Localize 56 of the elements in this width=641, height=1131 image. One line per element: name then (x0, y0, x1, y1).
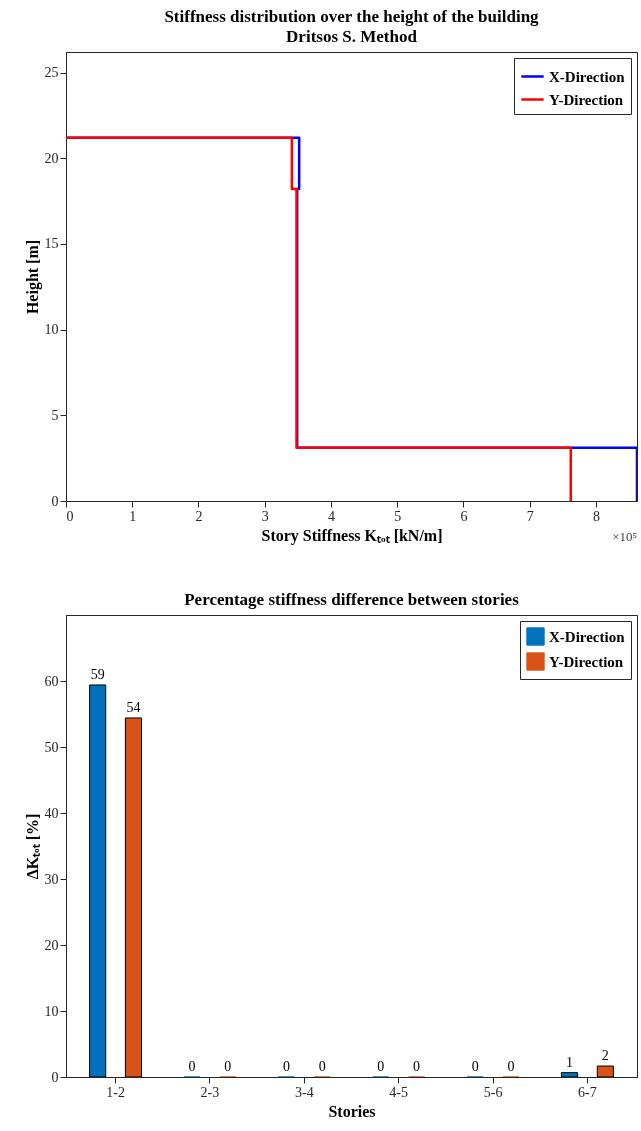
x-tick-label: 4 (327, 508, 335, 524)
y-tick-label: 10 (44, 1003, 59, 1019)
x-tick-label: 3 (261, 508, 269, 524)
y-axis-title: Height [m] (23, 239, 42, 315)
data-label: 0 (507, 1059, 515, 1074)
text: ×10⁵ (612, 529, 637, 544)
y-axis-title: ΔKₜₒₜ [%] (23, 813, 41, 880)
x-axis-title: Story Stiffness Kₜₒₜ [kN/m] (261, 526, 443, 545)
y-tick-label: 50 (44, 739, 59, 755)
y-tick-label: 5 (51, 407, 59, 423)
legend-label: X-Direction (549, 628, 626, 645)
x-tick-label: 0 (66, 508, 74, 524)
x-tick-label: 5 (394, 508, 402, 524)
x-tick-label: 1-2 (106, 1084, 125, 1100)
x-tick-label: 2 (195, 508, 203, 524)
x-tick-label: 5-6 (483, 1084, 503, 1100)
y-tick-label: 30 (44, 871, 59, 887)
bar (89, 684, 107, 1077)
legend-label: Y-Direction (549, 653, 624, 670)
x-axis-title: Stories (328, 1102, 376, 1120)
x-tick-label: 6 (460, 508, 468, 524)
x-tick-label: 8 (592, 508, 600, 524)
y-tick-label: 60 (44, 673, 59, 689)
chart-subtitle: Dritsos S. Method (286, 27, 418, 46)
y-tick-label: 20 (44, 937, 59, 953)
y-tick-label: 15 (44, 236, 59, 252)
x-tick-label: 2-3 (200, 1084, 220, 1100)
data-label: 0 (377, 1059, 385, 1074)
y-tick-label: 20 (44, 150, 59, 166)
x-tick-label: 3-4 (294, 1084, 314, 1100)
legend-label: X-Direction (549, 68, 626, 85)
bar (596, 1065, 614, 1077)
y-tick-label: 0 (51, 1069, 59, 1085)
chart-title: Percentage stiffness difference between stories (184, 590, 520, 609)
bar (561, 1072, 579, 1077)
x-tick-label: 4-5 (389, 1084, 409, 1100)
y-tick-label: 0 (51, 493, 59, 509)
y-tick-label: 25 (44, 65, 59, 81)
y-tick-label: 10 (44, 322, 59, 338)
data-label: 59 (90, 666, 105, 682)
x-tick-label: 6-7 (578, 1084, 597, 1100)
data-label: 0 (413, 1059, 421, 1074)
bar (124, 717, 142, 1077)
data-label: 2 (601, 1048, 609, 1064)
data-label: 0 (188, 1059, 196, 1074)
data-label: 54 (126, 699, 141, 715)
chart-title: Stiffness distribution over the height of the building (164, 7, 540, 26)
legend-label: Y-Direction (549, 91, 624, 108)
x-tick-label: 7 (526, 508, 534, 524)
x-tick-label: 1 (129, 508, 137, 524)
data-label: 0 (224, 1059, 232, 1074)
data-label: 0 (471, 1059, 479, 1074)
data-label: 0 (282, 1059, 290, 1074)
data-label: 1 (566, 1054, 574, 1070)
y-tick-label: 40 (44, 805, 59, 821)
data-label: 0 (318, 1059, 326, 1074)
